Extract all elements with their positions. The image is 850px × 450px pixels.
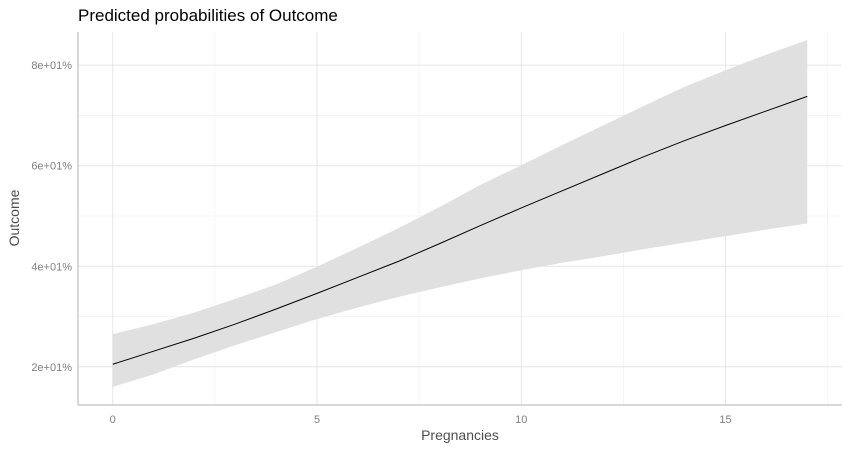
y-axis-label: Outcome [6,189,22,246]
x-tick-label: 10 [515,414,527,426]
y-tick-label: 6e+01% [31,161,72,173]
y-tick-label: 8e+01% [31,60,72,72]
x-tick-label: 5 [314,414,320,426]
chart-title: Predicted probabilities of Outcome [78,6,338,25]
x-tick-label: 15 [719,414,731,426]
series-line [112,95,808,365]
y-tick-label: 4e+01% [31,261,72,273]
confidence-ribbon [112,40,808,387]
line-layer [112,95,808,365]
y-tick-label: 2e+01% [31,362,72,374]
ribbon-layer [112,40,808,387]
x-tick-label: 0 [110,414,116,426]
axes [77,32,842,406]
tick-labels: 0 5 10 15 2e+01% 4e+01% 6e+01% 8e+01% [31,60,731,426]
x-axis-label: Pregnancies [421,427,499,443]
